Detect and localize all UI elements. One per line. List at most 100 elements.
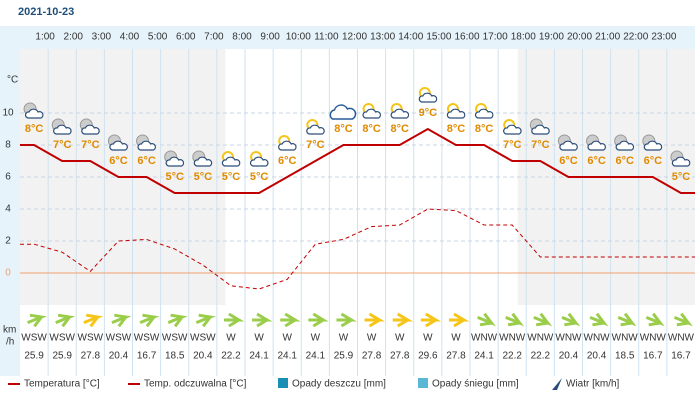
- cloud: [53, 124, 72, 135]
- wind-direction: WNW: [584, 333, 611, 344]
- wind-unit: /h: [6, 337, 14, 348]
- wind-direction: WSW: [49, 333, 75, 344]
- wind-speed: 27.8: [81, 351, 101, 362]
- weather-icon: [586, 134, 606, 151]
- wind-direction: WNW: [527, 333, 554, 344]
- temperature-label: 9°C: [419, 107, 438, 119]
- hour-label: 7:00: [204, 32, 224, 43]
- temperature-label: 8°C: [475, 123, 494, 135]
- weather-icon: [164, 150, 185, 167]
- weather-icon: [362, 103, 381, 119]
- temperature-label: 5°C: [672, 171, 691, 183]
- wind-speed: 27.8: [362, 351, 382, 362]
- wind-arrow: [533, 312, 553, 327]
- wind-arrow: [223, 312, 245, 328]
- hour-label: 9:00: [260, 32, 280, 43]
- cloud: [306, 124, 325, 135]
- weather-icon: [278, 135, 297, 151]
- hour-label: 14:00: [398, 32, 423, 43]
- temperature-label: 6°C: [278, 155, 297, 167]
- wind-speed: 29.6: [418, 351, 438, 362]
- wind-speed: 27.8: [446, 351, 466, 362]
- wind-arrow: [336, 312, 357, 328]
- wind-speed: 20.4: [109, 351, 129, 362]
- wind-direction: W: [282, 333, 292, 344]
- hour-label: 23:00: [651, 32, 676, 43]
- wind-direction: WSW: [190, 333, 216, 344]
- temperature-label: 8°C: [25, 123, 44, 135]
- cloud: [278, 140, 297, 151]
- wind-arrow: [561, 312, 581, 327]
- hour-label: 11:00: [314, 32, 339, 43]
- cloud: [643, 140, 663, 151]
- wind-speed: 27.8: [390, 351, 410, 362]
- temperature-label: 5°C: [250, 171, 269, 183]
- wind-direction: WSW: [162, 333, 188, 344]
- wind-speed: 16.7: [643, 351, 663, 362]
- legend-label: Temperatura [°C]: [24, 379, 100, 390]
- wind-direction: WNW: [499, 333, 526, 344]
- weather-icon: [446, 103, 466, 119]
- weather-icon: [418, 87, 438, 103]
- cloud: [418, 92, 438, 103]
- temperature-label: 5°C: [165, 171, 184, 183]
- wind-speed: 22.2: [502, 351, 522, 362]
- wind-direction: WNW: [668, 333, 695, 344]
- hour-label: 16:00: [454, 32, 479, 43]
- wind-arrow: [195, 313, 216, 328]
- wind-direction: W: [254, 333, 264, 344]
- wind-speed: 24.1: [277, 351, 297, 362]
- wind-arrow: [589, 312, 609, 327]
- legend-swatch: [278, 378, 288, 388]
- legend-label: Opady śniegu [mm]: [432, 379, 519, 390]
- temperature-label: 6°C: [109, 155, 128, 167]
- cloud: [531, 124, 550, 135]
- wind-speed: 18.5: [165, 351, 185, 362]
- temperature-label: 5°C: [194, 171, 213, 183]
- wind-arrow: [477, 312, 496, 327]
- weather-icon: [642, 134, 663, 151]
- cloud: [329, 104, 357, 120]
- weather-icon: [136, 134, 156, 151]
- wind-arrow: [645, 312, 665, 327]
- cloud: [503, 124, 522, 135]
- cloud: [587, 140, 606, 151]
- temperature-label: 7°C: [503, 139, 522, 151]
- weather-icon: [79, 118, 100, 135]
- wind-direction: WNW: [471, 333, 498, 344]
- wind-arrow: [167, 313, 188, 328]
- y-tick-label: 6: [5, 172, 11, 183]
- wind-speed: 25.9: [334, 351, 354, 362]
- wind-speed: 20.4: [193, 351, 213, 362]
- hour-label: 6:00: [176, 32, 196, 43]
- hour-label: 12:00: [342, 32, 367, 43]
- legend-swatch: [418, 378, 428, 388]
- weather-icon: [329, 104, 357, 120]
- temperature-label: 7°C: [53, 139, 72, 151]
- wind-speed: 16.7: [137, 351, 157, 362]
- wind-arrow: [448, 312, 470, 328]
- y-tick-label: 0: [5, 268, 11, 279]
- temperature-label: 6°C: [137, 155, 156, 167]
- weather-icon: [192, 150, 213, 167]
- y-tick-label: 4: [5, 204, 11, 215]
- legend-label: Opady deszczu [mm]: [292, 379, 386, 390]
- weather-icon: [23, 102, 44, 119]
- wind-direction: W: [339, 333, 349, 344]
- temperature-label: 6°C: [644, 155, 663, 167]
- hour-label: 2:00: [64, 32, 84, 43]
- wind-speed: 20.4: [587, 351, 607, 362]
- wind-direction: WNW: [640, 333, 667, 344]
- cloud: [165, 156, 185, 167]
- cloud: [221, 156, 241, 167]
- wind-speed: 25.9: [24, 351, 44, 362]
- weather-icon: [221, 151, 241, 167]
- wind-arrow: [392, 312, 414, 328]
- wind-arrow: [364, 312, 385, 328]
- weather-icon: [390, 103, 410, 119]
- y-tick-label: 2: [5, 236, 11, 247]
- weather-icon: [529, 118, 550, 135]
- temperature-label: 5°C: [222, 171, 241, 183]
- wind-speed: 25.9: [52, 351, 72, 362]
